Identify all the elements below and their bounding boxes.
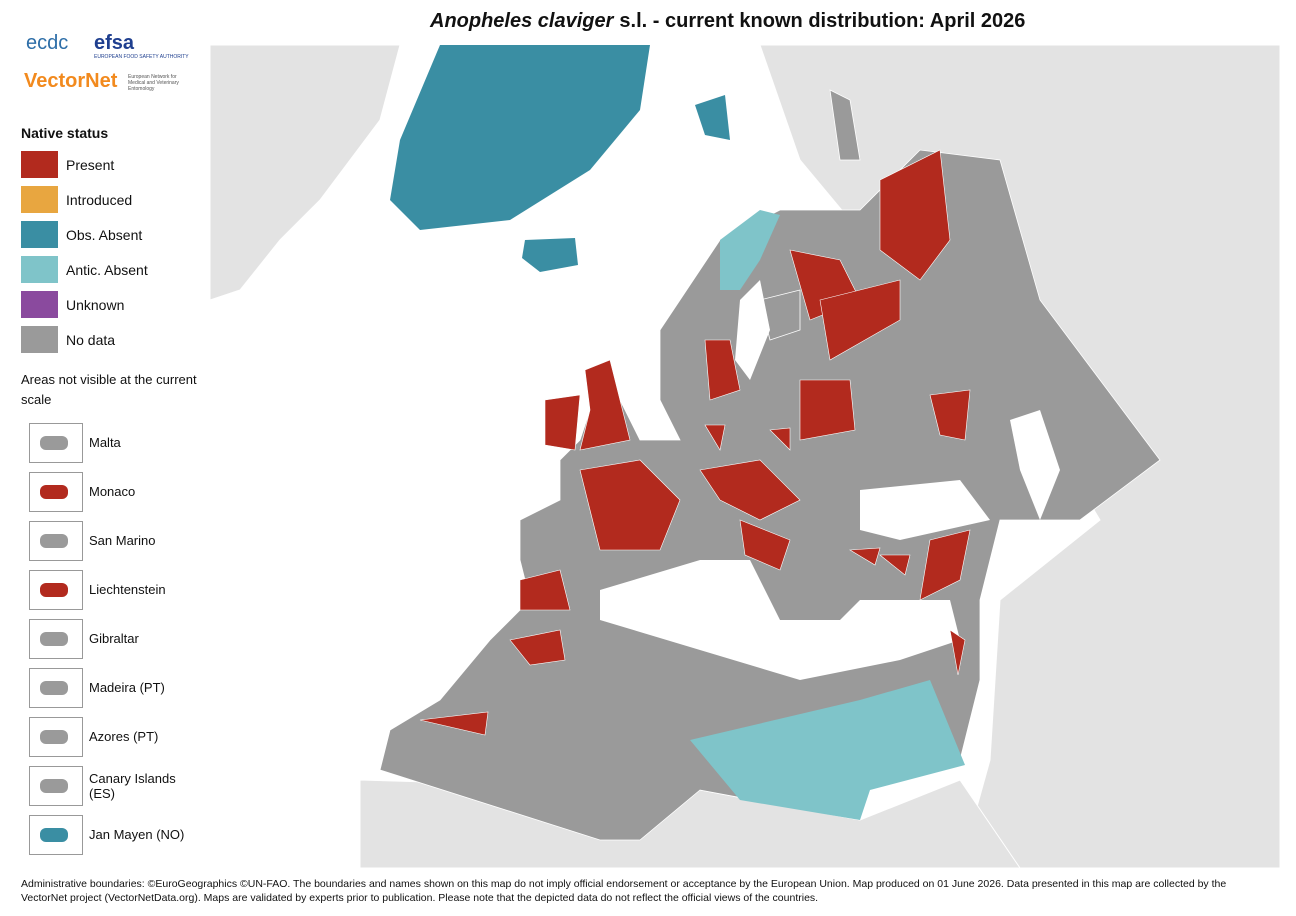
inset-label: Azores (PT) — [89, 729, 159, 744]
inset-label: Malta — [89, 435, 121, 450]
insets-title: Areas not visible at the current scale — [21, 372, 197, 407]
inset-box — [29, 520, 83, 561]
efsa-logo: efsa — [94, 32, 135, 54]
legend-label: Introduced — [66, 191, 133, 208]
obs-absent-areas — [390, 45, 730, 272]
map — [210, 45, 1280, 868]
legend-label: Present — [66, 156, 115, 173]
inset-shape — [40, 631, 68, 646]
legend-label: Antic. Absent — [66, 261, 148, 278]
legend: Native status Present Introduced Obs. Abse… — [21, 125, 201, 357]
inset-item: Madeira (PT) — [21, 663, 201, 712]
legend-item: Present — [21, 147, 201, 182]
outside-land — [210, 45, 1280, 868]
footer: Administrative boundaries: ©EuroGeograph… — [21, 878, 1227, 904]
inset-label: Jan Mayen (NO) — [89, 827, 185, 842]
inset-item: Monaco — [21, 467, 201, 516]
legend-item: Unknown — [21, 287, 201, 322]
inset-shape — [40, 435, 68, 450]
inset-box — [29, 569, 83, 610]
inset-label: Canary Islands (ES) — [89, 770, 176, 801]
inset-label: Gibraltar — [89, 631, 139, 646]
inset-item: San Marino — [21, 516, 201, 565]
inset-box — [29, 814, 83, 855]
inset-item: Gibraltar — [21, 614, 201, 663]
legend-swatch — [21, 291, 58, 318]
inset-box — [29, 667, 83, 708]
inset-shape — [40, 533, 68, 548]
inset-box — [29, 716, 83, 757]
legend-label: Obs. Absent — [66, 226, 143, 243]
title-rest: s.l. - current known distribution: April… — [619, 10, 1026, 32]
inset-shape — [40, 778, 68, 793]
legend-item: No data — [21, 322, 201, 357]
inset-shape — [40, 582, 68, 597]
map-title: Anopheles claviger s.l. - current known d… — [430, 10, 1025, 33]
vectornet-subtitle: European Network for Medical and Veterin… — [128, 74, 179, 92]
inset-box — [29, 618, 83, 659]
inset-label: Liechtenstein — [89, 582, 166, 597]
inset-box — [29, 765, 83, 806]
legend-swatch — [21, 256, 58, 283]
inset-item: Azores (PT) — [21, 712, 201, 761]
legend-item: Obs. Absent — [21, 217, 201, 252]
inset-shape — [40, 729, 68, 744]
title-species: Anopheles claviger — [430, 10, 614, 32]
legend-label: No data — [66, 331, 116, 348]
inset-item: Liechtenstein — [21, 565, 201, 614]
inset-label: Monaco — [89, 484, 136, 499]
antic-absent-areas — [690, 210, 965, 820]
inset-box — [29, 471, 83, 512]
legend-label: Unknown — [66, 296, 125, 313]
inset-box — [29, 422, 83, 463]
inset-item: Malta — [21, 418, 201, 467]
inset-shape — [40, 680, 68, 695]
inset-label: Madeira (PT) — [89, 680, 165, 695]
legend-swatch — [21, 186, 58, 213]
inset-shape — [40, 484, 68, 499]
present-areas — [419, 149, 971, 736]
efsa-subtitle: EUROPEAN FOOD SAFETY AUTHORITY — [94, 54, 189, 60]
inland-seas — [600, 280, 1060, 680]
inset-item: Canary Islands (ES) — [21, 761, 201, 810]
legend-title: Native status — [21, 125, 109, 141]
legend-swatch — [21, 151, 58, 178]
ecdc-logo: ecdc — [26, 32, 69, 54]
legend-item: Introduced — [21, 182, 201, 217]
vectornet-logo: VectorNet — [24, 70, 118, 92]
logos: ecdc efsa EUROPEAN FOOD SAFETY AUTHORITY… — [14, 8, 194, 98]
insets: Areas not visible at the current scale M… — [21, 370, 201, 859]
inset-item: Jan Mayen (NO) — [21, 810, 201, 859]
inset-label: San Marino — [89, 533, 156, 548]
legend-swatch — [21, 221, 58, 248]
inset-shape — [40, 827, 68, 842]
legend-swatch — [21, 326, 58, 353]
legend-item: Antic. Absent — [21, 252, 201, 287]
